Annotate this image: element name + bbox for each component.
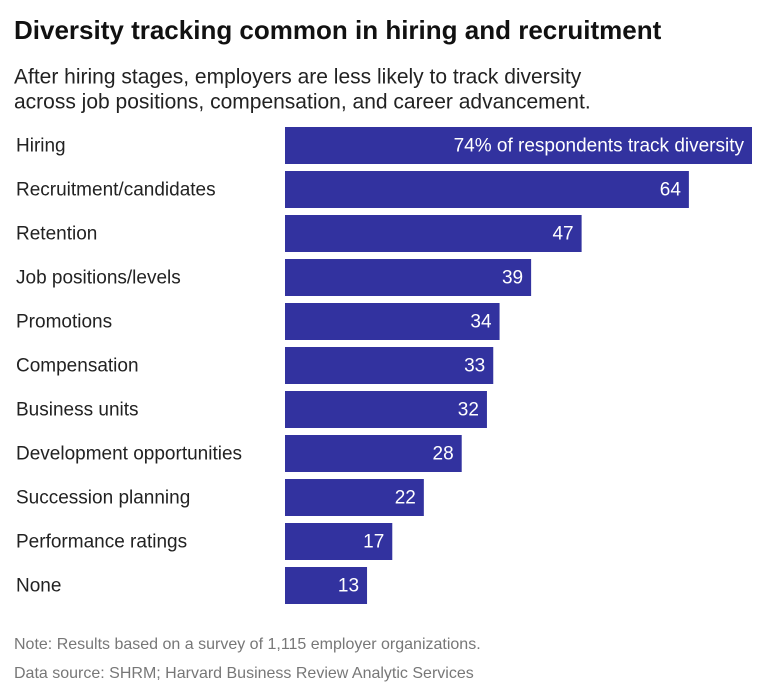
- bar: [285, 391, 487, 428]
- category-label: Business units: [16, 400, 139, 421]
- value-label: 64: [660, 180, 682, 201]
- value-label: 13: [338, 576, 359, 597]
- chart-title: Diversity tracking common in hiring and …: [14, 15, 662, 45]
- bar: [285, 567, 368, 604]
- bar: [285, 523, 393, 560]
- bar: [285, 171, 689, 208]
- category-label: Development opportunities: [16, 444, 242, 465]
- value-label: 34: [470, 312, 492, 333]
- category-label: Recruitment/candidates: [16, 180, 216, 201]
- bar: [285, 303, 500, 340]
- category-label: Hiring: [16, 136, 66, 157]
- value-label: 39: [502, 268, 523, 289]
- bar: [285, 259, 532, 296]
- value-label: 17: [363, 532, 384, 553]
- bar: [285, 435, 462, 472]
- value-label: 47: [552, 224, 573, 245]
- category-label: Succession planning: [16, 488, 190, 509]
- category-label: Retention: [16, 224, 97, 245]
- bar: [285, 347, 494, 384]
- category-label: Job positions/levels: [16, 268, 181, 289]
- bar: [285, 479, 424, 516]
- chart-subtitle: across job positions, compensation, and …: [14, 91, 591, 114]
- category-label: None: [16, 576, 61, 597]
- value-label: 32: [458, 400, 479, 421]
- bar: [285, 215, 582, 252]
- value-label: 28: [433, 444, 454, 465]
- value-label: 22: [395, 488, 416, 509]
- category-label: Compensation: [16, 356, 139, 377]
- value-label: 74% of respondents track diversity: [454, 136, 745, 157]
- category-label: Promotions: [16, 312, 112, 333]
- note: Note: Results based on a survey of 1,115…: [14, 636, 481, 653]
- chart-subtitle: After hiring stages, employers are less …: [14, 66, 582, 89]
- bar: [285, 127, 752, 164]
- category-label: Performance ratings: [16, 532, 187, 553]
- source: Data source: SHRM; Harvard Business Revi…: [14, 665, 474, 682]
- value-label: 33: [464, 356, 485, 377]
